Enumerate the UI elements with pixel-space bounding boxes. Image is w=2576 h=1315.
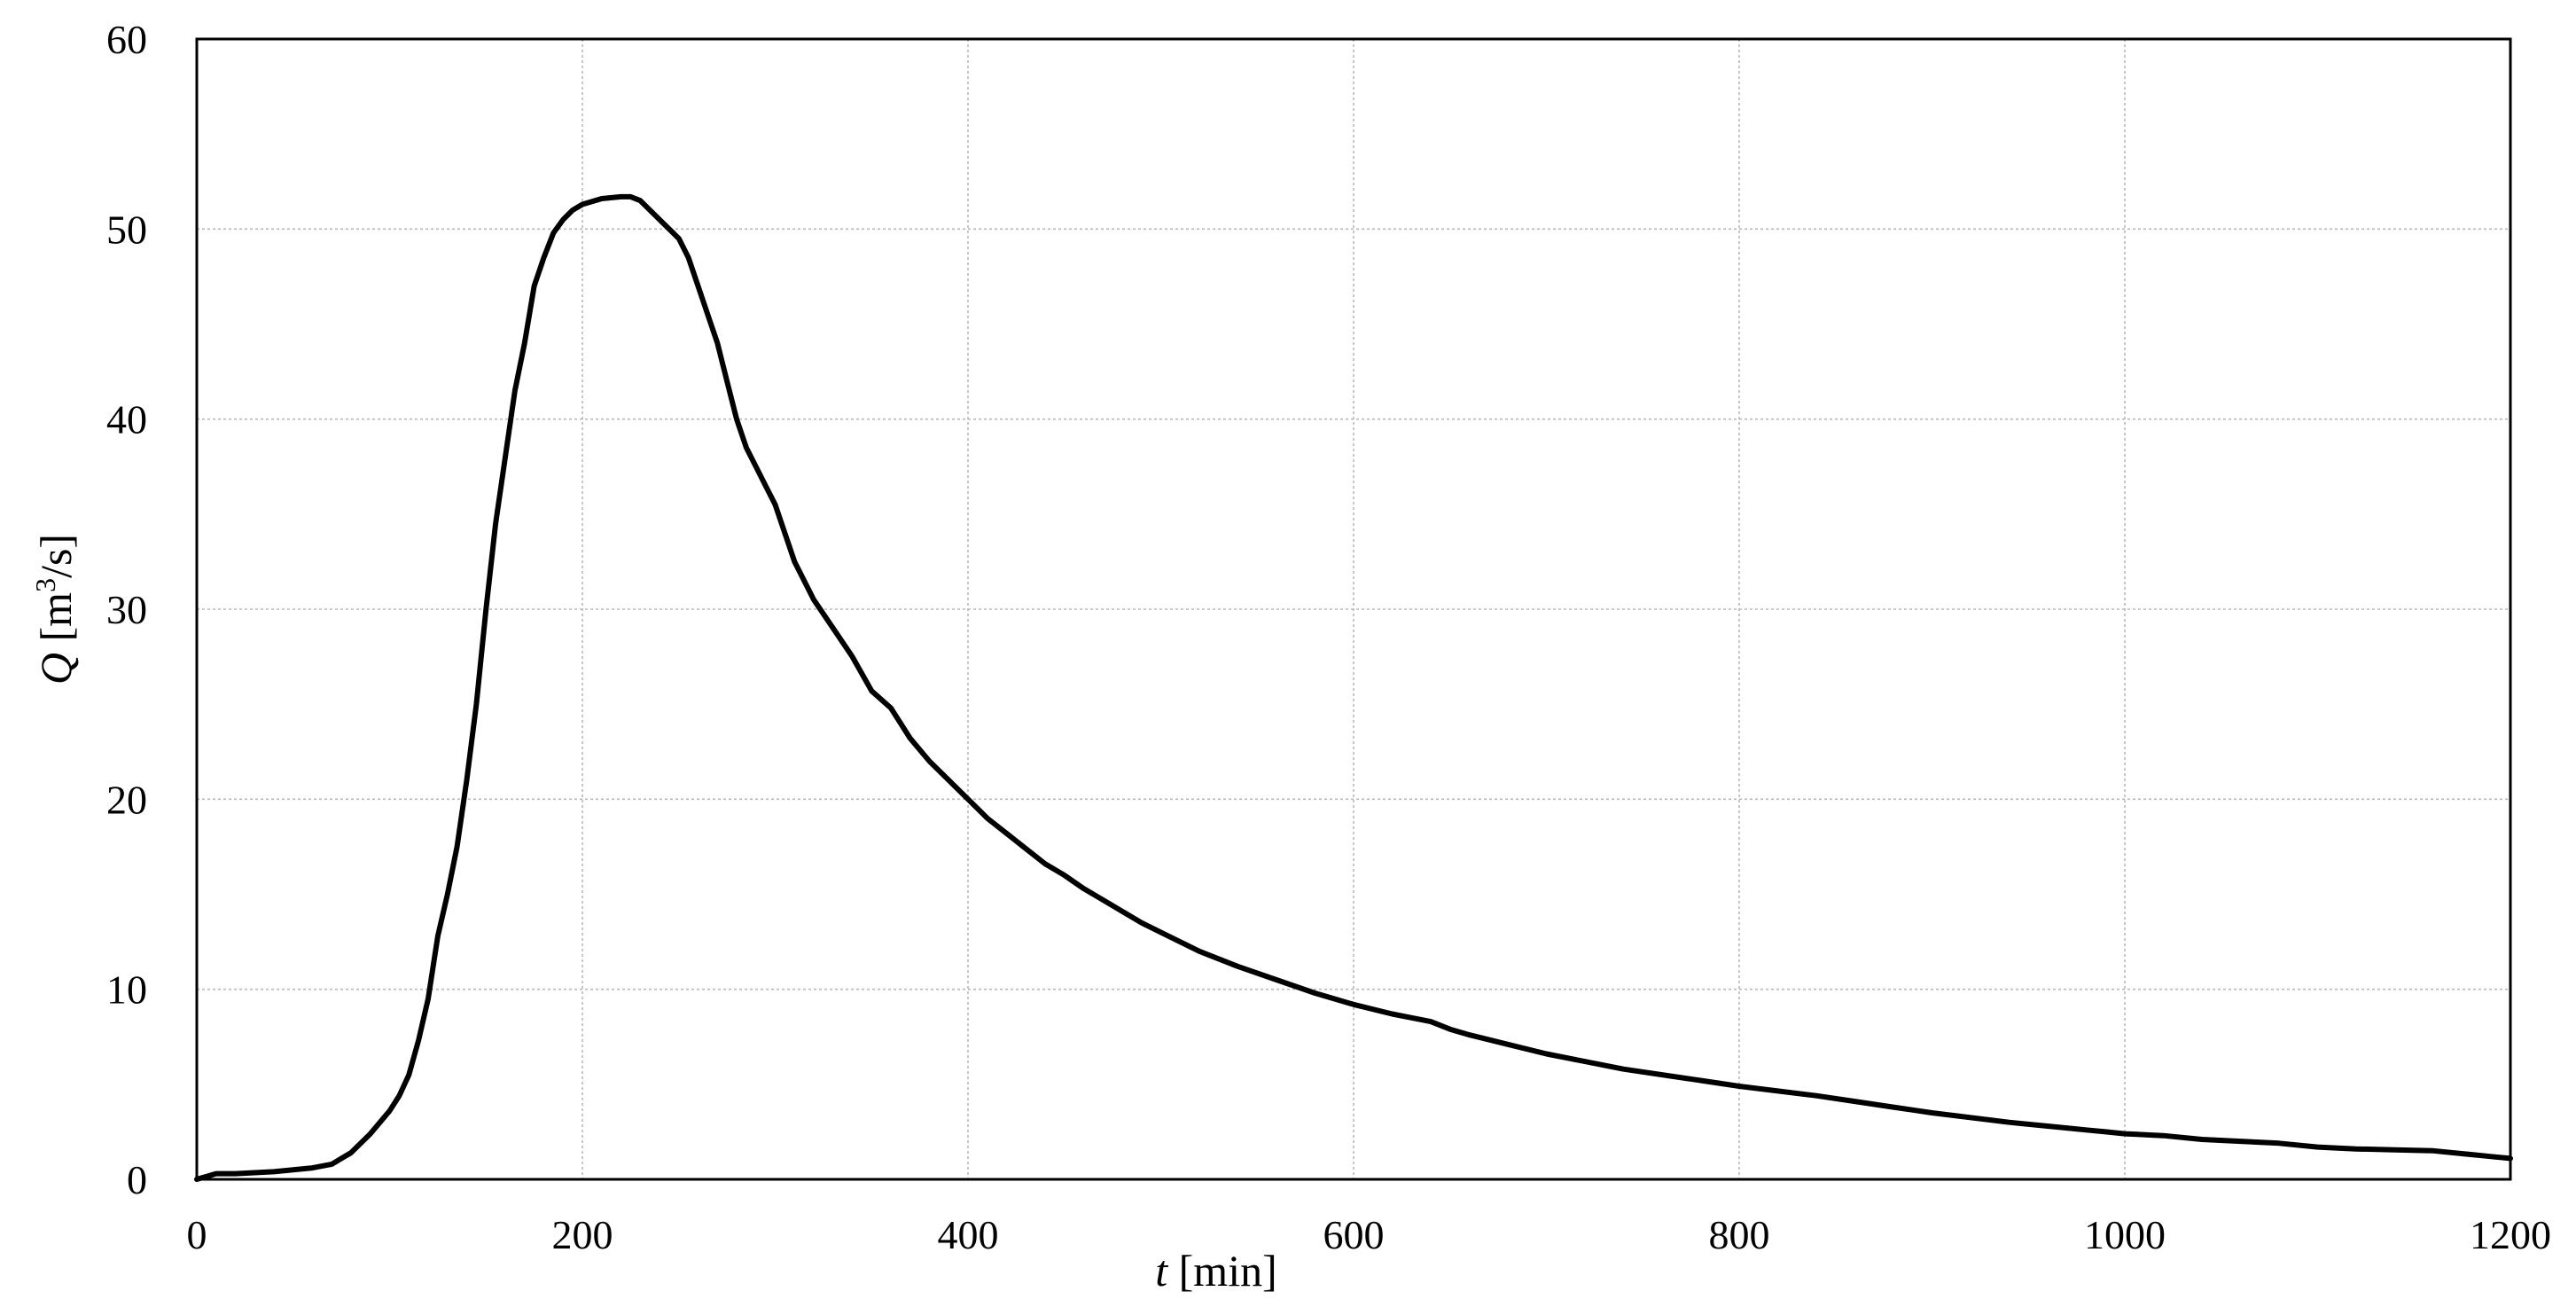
plot-frame xyxy=(195,37,2512,1181)
y-tick-label: 40 xyxy=(106,397,147,442)
x-tick-label: 200 xyxy=(552,1212,613,1257)
y-axis-unit-pre: [m xyxy=(31,592,81,653)
y-axis-var: Q xyxy=(31,653,81,685)
y-tick-label: 10 xyxy=(106,967,147,1013)
y-tick-label: 50 xyxy=(106,207,147,252)
x-axis-ticks: 0 200 400 600 800 1000 1200 xyxy=(187,1212,2552,1257)
y-tick-label: 0 xyxy=(127,1157,147,1202)
x-tick-label: 1200 xyxy=(2470,1212,2551,1257)
x-axis-var: t xyxy=(1155,1246,1168,1295)
x-axis-unit: [min] xyxy=(1167,1246,1277,1295)
series-line xyxy=(194,193,2513,1182)
x-tick-label: 400 xyxy=(938,1212,999,1257)
x-tick-label: 800 xyxy=(1709,1212,1770,1257)
grid-lines xyxy=(197,39,2510,1179)
y-axis-unit-sup: 3 xyxy=(29,578,61,592)
x-tick-label: 600 xyxy=(1323,1212,1385,1257)
y-axis-label: Q [m3/s] xyxy=(29,534,81,685)
y-tick-label: 60 xyxy=(106,17,147,62)
x-tick-label: 0 xyxy=(187,1212,207,1257)
y-tick-label: 20 xyxy=(106,777,147,822)
y-tick-label: 30 xyxy=(106,587,147,632)
x-axis-label: t [min] xyxy=(1155,1246,1277,1295)
x-tick-label: 1000 xyxy=(2084,1212,2166,1257)
y-axis-unit-post: /s] xyxy=(31,534,81,578)
y-axis-ticks: 0 10 20 30 40 50 60 xyxy=(106,17,147,1202)
